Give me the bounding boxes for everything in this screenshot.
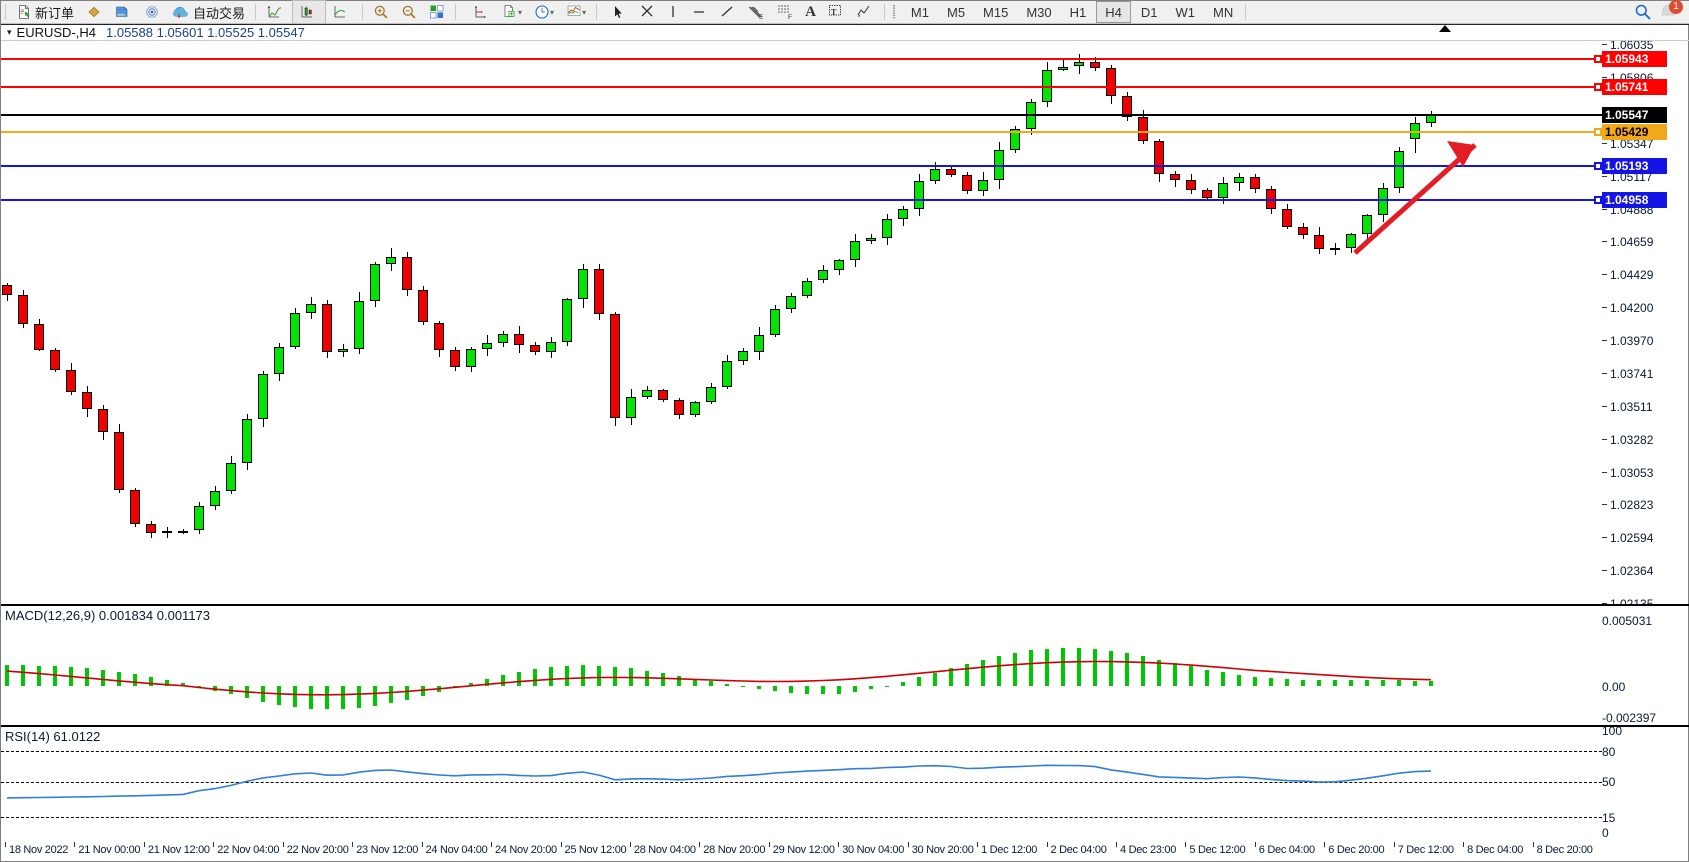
svg-text:E: E [759, 14, 764, 20]
svg-text:F: F [788, 14, 792, 20]
svg-text:T: T [831, 8, 837, 17]
